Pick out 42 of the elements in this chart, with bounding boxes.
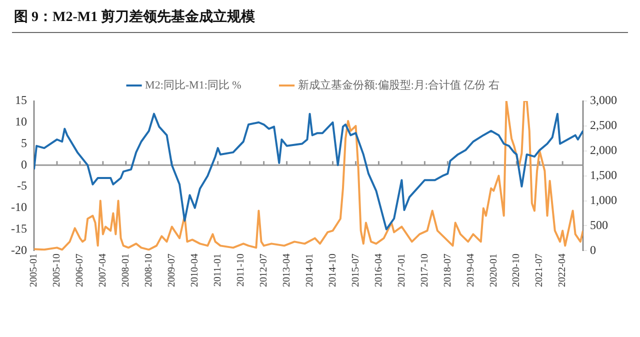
x-tick-label: 2005-10: [52, 254, 63, 288]
x-tick-label: 2008-01: [120, 254, 132, 288]
x-tick-label: 2019-04: [465, 254, 476, 288]
x-tick-label: 2012-07: [258, 254, 270, 288]
x-tick-label: 2010-04: [189, 254, 200, 288]
y-tick-label: 5: [20, 136, 27, 150]
x-tick-label: 2008-10: [144, 254, 155, 288]
x-tick-label: 2014-10: [327, 254, 338, 288]
x-tick-label: 2018-07: [442, 254, 454, 288]
y-tick-label: 10: [14, 114, 27, 129]
y-tick-label: 15: [14, 93, 27, 108]
x-tick-label: 2011-10: [235, 254, 246, 287]
x-tick-label: 2011-01: [212, 254, 224, 287]
x-tick-label: 2015-07: [350, 254, 362, 288]
x-tick-label: 2016-04: [373, 254, 384, 288]
y-tick-label: -15: [10, 221, 27, 236]
x-tick-label: 2021-07: [534, 254, 546, 288]
y2-tick-label: 2,500: [590, 118, 617, 132]
x-tick-label: 2009-07: [166, 254, 178, 288]
y2-tick-label: 1,500: [590, 168, 617, 182]
y2-tick-label: 500: [590, 218, 608, 232]
y-tick-label: 0: [20, 157, 27, 172]
x-tick-label: 2006-07: [74, 254, 86, 288]
x-tick-label: 2022-04: [557, 254, 568, 288]
x-tick-label: 2013-04: [281, 254, 292, 288]
x-tick-label: 2007-04: [98, 254, 109, 288]
x-tick-label: 2014-01: [304, 254, 316, 288]
x-tick-label: 2005-01: [28, 254, 40, 288]
y-tick-label: -20: [10, 242, 27, 257]
x-tick-label: 2017-10: [419, 254, 430, 288]
x-tick-label: 2020-01: [488, 254, 500, 288]
x-tick-label: 2017-01: [396, 254, 408, 288]
y2-tick-label: 3,000: [590, 93, 617, 108]
y-tick-label: -10: [10, 200, 27, 214]
legend-label: 新成立基金份额:偏股型:月:合计值 亿份 右: [298, 78, 500, 92]
y2-tick-label: 2,000: [590, 143, 617, 158]
y-tick-label: -5: [16, 178, 27, 193]
y2-tick-label: 0: [590, 242, 596, 257]
y2-tick-label: 1,000: [590, 192, 617, 207]
x-tick-label: 2020-10: [511, 254, 522, 288]
chart-title: 图 9：M2-M1 剪刀差领先基金成立规模: [14, 8, 256, 26]
legend-label: M2:同比-M1:同比 %: [145, 78, 242, 92]
